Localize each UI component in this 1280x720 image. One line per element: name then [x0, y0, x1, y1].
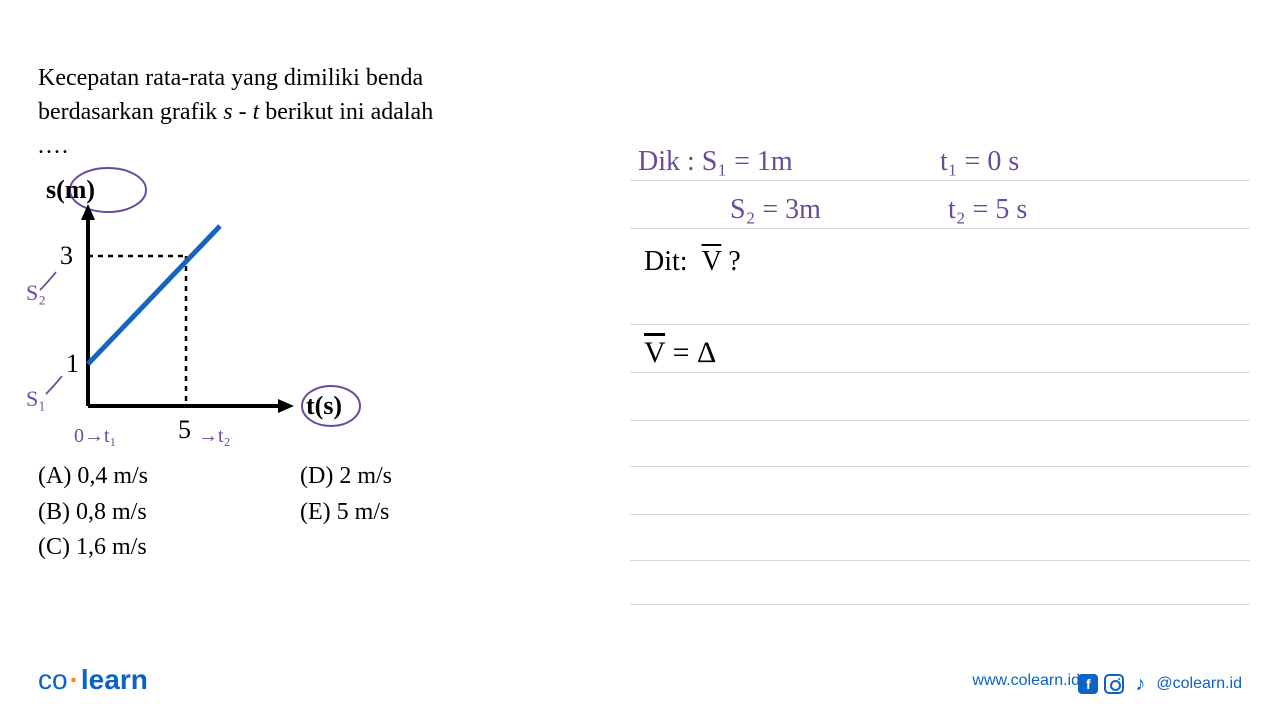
- q-line2a: berdasarkan grafik: [38, 99, 223, 125]
- svg-text:S₂: S₂: [26, 280, 46, 305]
- ruled-lines: [630, 136, 1250, 616]
- hw-eq: V = Δ: [644, 336, 716, 370]
- logo-learn: learn: [81, 664, 148, 695]
- ellipsis: ....: [38, 133, 558, 160]
- tiktok-icon: ♪: [1130, 674, 1150, 694]
- options-col-1: (A) 0,4 m/s (B) 0,8 m/s (C) 1,6 m/s: [38, 460, 148, 567]
- option-c: (C) 1,6 m/s: [38, 531, 148, 565]
- hw-s2: S₂ = 3m: [730, 194, 821, 226]
- question-text: Kecepatan rata-rata yang dimiliki benda …: [38, 62, 558, 129]
- q-line1: Kecepatan rata-rata yang dimiliki benda: [38, 65, 423, 91]
- svg-text:1: 1: [66, 349, 79, 378]
- svg-text:5: 5: [178, 415, 191, 444]
- footer: co·learn www.colearn.id f ♪ @colearn.id: [0, 656, 1280, 696]
- colearn-logo: co·learn: [38, 664, 148, 696]
- social-handle: @colearn.id: [1156, 675, 1242, 693]
- svg-text:t(s): t(s): [306, 391, 342, 420]
- q-s: s: [223, 99, 232, 125]
- option-d: (D) 2 m/s: [300, 460, 392, 494]
- social-row: f ♪ @colearn.id: [1078, 674, 1242, 694]
- svg-text:s(m): s(m): [46, 175, 95, 204]
- logo-dot: ·: [68, 664, 81, 695]
- svg-text:3: 3: [60, 241, 73, 270]
- hw-t1: t₁ = 0 s: [940, 146, 1019, 178]
- hw-dit: Dit: V ?: [644, 246, 741, 278]
- svg-text:S₁: S₁: [26, 386, 46, 411]
- footer-url: www.colearn.id: [972, 672, 1080, 690]
- logo-co: co: [38, 664, 68, 695]
- option-b: (B) 0,8 m/s: [38, 496, 148, 530]
- st-graph: s(m) t(s) 3 1 5 S₂ S₁ 0→t₁ →t₂: [26, 164, 386, 464]
- hw-t2: t₂ = 5 s: [948, 194, 1027, 226]
- options-col-2: (D) 2 m/s (E) 5 m/s: [300, 460, 392, 531]
- option-e: (E) 5 m/s: [300, 496, 392, 530]
- q-dash: -: [233, 99, 253, 125]
- option-a: (A) 0,4 m/s: [38, 460, 148, 494]
- hw-dik-s1: Dik : S₁ = 1m: [638, 146, 793, 178]
- instagram-icon: [1104, 674, 1124, 694]
- svg-text:0→t₁: 0→t₁: [74, 425, 117, 447]
- svg-text:→t₂: →t₂: [198, 425, 231, 447]
- facebook-icon: f: [1078, 674, 1098, 694]
- q-line2b: berikut ini adalah: [259, 99, 433, 125]
